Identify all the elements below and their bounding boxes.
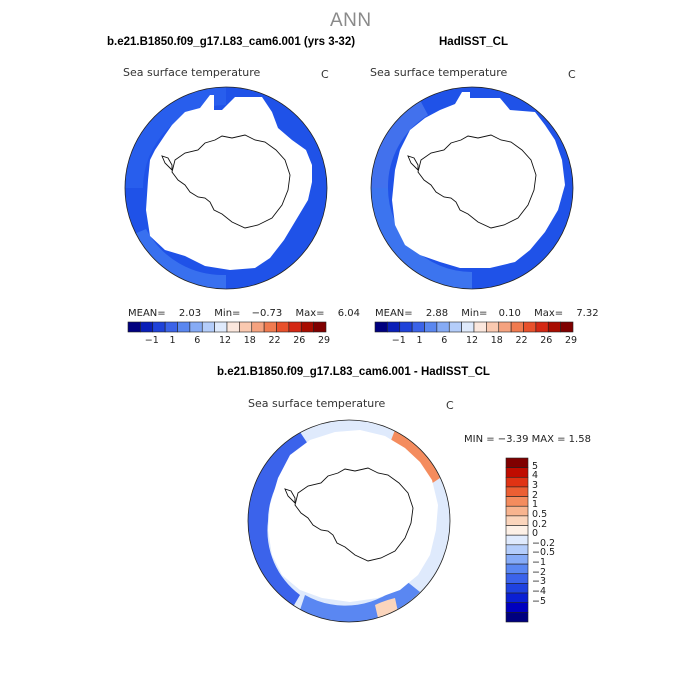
panel-3-map-border (247, 419, 451, 623)
panel-1-title: b.e21.B1850.f09_g17.L83_cam6.001 (yrs 3-… (107, 36, 356, 48)
colorbar-swatch (505, 457, 529, 468)
antarctica-coastline (294, 467, 414, 562)
ocean-band-lighter (371, 188, 472, 289)
ocean-band-lighter (125, 87, 226, 188)
colorbar-swatch (505, 515, 529, 526)
colorbar-tick-label: 0.2 (532, 518, 548, 530)
colorbar-swatch (560, 321, 574, 333)
colorbar-swatch (505, 486, 529, 497)
panel-3-title: b.e21.B1850.f09_g17.L83_cam6.001 - HadIS… (217, 366, 490, 378)
mean-value: 2.03 (178, 308, 202, 319)
cold-bias-west (248, 432, 312, 612)
sea-ice-region (146, 95, 312, 270)
colorbar-tick-label: 1 (169, 335, 176, 346)
colorbar-tick-label: 22 (515, 335, 528, 346)
mean-label: MEAN= (375, 308, 413, 319)
panel-2-map-border (370, 86, 574, 290)
colorbar-tick-label: 26 (540, 335, 553, 346)
min-value: 0.10 (498, 308, 521, 319)
colorbar-swatch (505, 525, 529, 536)
colorbar-tick-label: 6 (194, 335, 201, 346)
panel-3-map-label: Sea surface temperature (248, 397, 386, 410)
colorbar-tick-label: 12 (219, 335, 232, 346)
colorbar-tick-label: 26 (293, 335, 306, 346)
colorbar-tick-label: −0.5 (532, 547, 556, 559)
colorbar-tick-label: −4 (532, 586, 547, 598)
min-value: −0.73 (251, 308, 283, 319)
colorbar-swatch (505, 467, 529, 478)
antarctic-peninsula (284, 488, 296, 505)
colorbar-tick-label: −1 (391, 335, 406, 346)
colorbar-tick-label: 22 (268, 335, 281, 346)
colorbar-tick-label: −3 (532, 576, 547, 588)
panel-2-title: HadISST_CL (439, 36, 509, 48)
colorbar-swatch (505, 505, 529, 517)
mean-value: 2.88 (425, 308, 449, 319)
colorbar-tick-label: 4 (532, 470, 539, 482)
colorbar-swatch (505, 554, 529, 565)
panel-2-map-label: Sea surface temperature (370, 66, 508, 79)
colorbar-tick-label: 18 (490, 335, 503, 346)
max-value: 7.32 (576, 308, 599, 319)
colorbar-tick-label: 3 (532, 479, 539, 491)
panel-1-stats: MEAN= 2.03 Min= −0.73 Max= 6.04 (128, 308, 360, 319)
panel-1-units: C (321, 68, 329, 81)
colorbar-tick-label: −1 (532, 557, 547, 569)
colorbar-tick-label: 18 (243, 335, 256, 346)
min-label: Min= (214, 308, 241, 319)
colorbar-swatch (505, 476, 529, 488)
ocean-band-outer (132, 229, 226, 289)
colorbar-swatch (505, 544, 529, 555)
colorbar-tick-label: −0.2 (532, 537, 556, 549)
antarctica-coastline (417, 134, 537, 229)
antarctica-coastline (171, 134, 291, 229)
colorbar-swatch (505, 563, 529, 575)
colorbar-swatch (505, 592, 529, 604)
antarctic-peninsula (161, 155, 173, 172)
max-label: Max= (534, 308, 564, 319)
sea-ice-region (392, 92, 565, 268)
colorbar-tick-label: 5 (532, 460, 539, 472)
colorbar-tick-label: 6 (441, 335, 448, 346)
sea-ice-region (268, 430, 438, 602)
colorbar-tick-label: −1 (144, 335, 159, 346)
colorbar-swatch (505, 583, 529, 594)
panel-3-units: C (446, 399, 454, 412)
min-label: Min= (461, 308, 488, 319)
colorbar-tick-label: 29 (318, 335, 331, 346)
colorbar-swatch (313, 321, 327, 333)
colorbar-tick-label: 2 (532, 489, 539, 501)
mean-label: MEAN= (128, 308, 166, 319)
colorbar-tick-label: 0 (532, 528, 539, 540)
colorbar-tick-label: −5 (532, 595, 547, 607)
panel-1-map-border (124, 86, 328, 290)
figure-title: ANN (330, 10, 372, 31)
colorbar-tick-label: 1 (532, 499, 539, 511)
colorbar-tick-label: 1 (416, 335, 423, 346)
panel-2-stats: MEAN= 2.88 Min= 0.10 Max= 7.32 (375, 308, 599, 319)
panel-1-map-label: Sea surface temperature (123, 66, 261, 79)
colorbar-tick-label: −2 (532, 566, 547, 578)
colorbar-tick-label: 12 (466, 335, 479, 346)
colorbar-swatch (505, 602, 529, 613)
ocean-band-light (371, 100, 428, 188)
panel-2-units: C (568, 68, 576, 81)
colorbar-tick-label: 29 (565, 335, 578, 346)
colorbar-swatch (505, 612, 529, 623)
max-label: Max= (295, 308, 325, 319)
max-value: 6.04 (337, 308, 360, 319)
colorbar-tick-label: 0.5 (532, 508, 548, 520)
panel-3-stats: MIN = −3.39 MAX = 1.58 (464, 434, 591, 445)
antarctic-peninsula (407, 155, 419, 172)
colorbar-swatch (505, 534, 529, 546)
colorbar-swatch (505, 573, 529, 584)
colorbar-swatch (505, 496, 529, 507)
